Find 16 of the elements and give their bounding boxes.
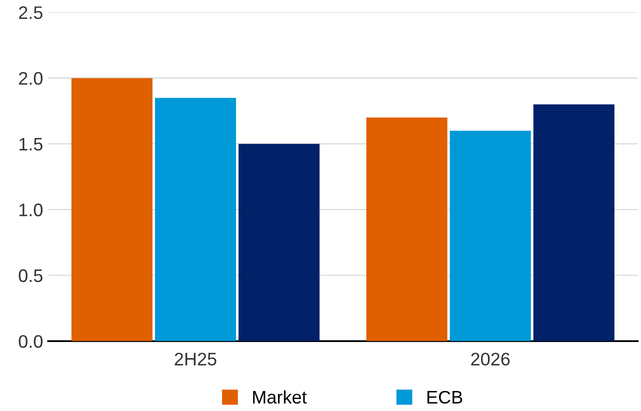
legend-label: Market	[253, 390, 307, 404]
bar	[366, 118, 448, 342]
x-tick-label: 2026	[471, 352, 510, 366]
y-tick-label: 1.5	[19, 138, 42, 151]
bar	[238, 144, 320, 342]
y-tick-label: 0.0	[18, 335, 43, 348]
x-tick-label: 2H25	[174, 352, 216, 366]
bar	[154, 98, 236, 342]
bar	[71, 78, 152, 342]
y-tick-label: 2.0	[19, 72, 43, 85]
y-tick-label: 1.0	[19, 204, 43, 216]
y-tick-label: 2.5	[19, 6, 42, 20]
bar	[450, 130, 531, 342]
y-tick-label: 0.5	[18, 269, 42, 282]
legend-label: ECB	[427, 390, 462, 404]
bar	[533, 104, 614, 342]
